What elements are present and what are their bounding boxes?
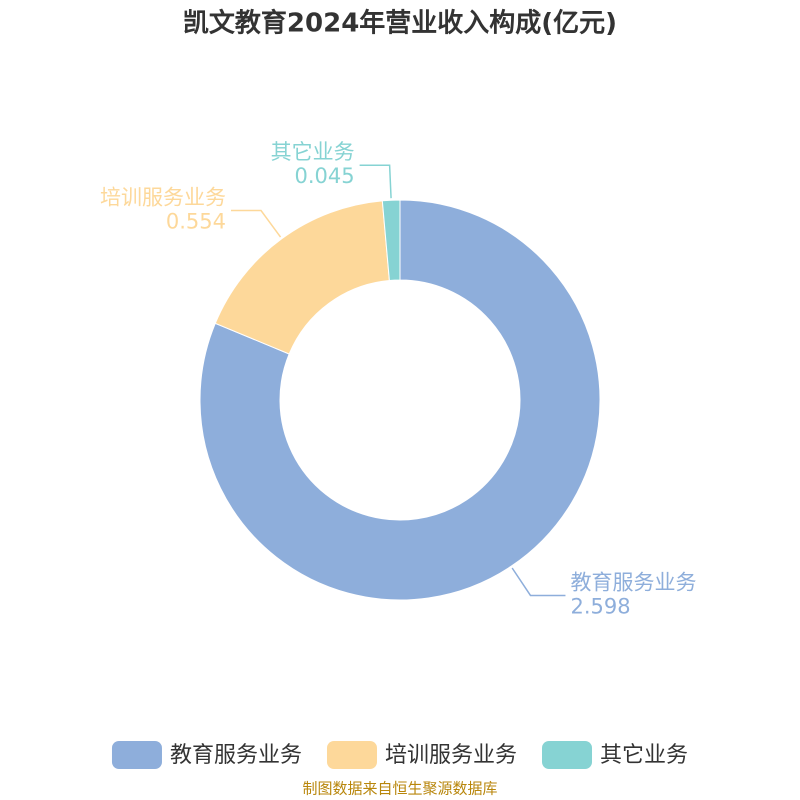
slice-label: 培训服务业务: [100, 186, 226, 210]
donut-slice: [214, 200, 390, 355]
legend-label: 教育服务业务: [170, 743, 302, 768]
donut-slice: [381, 199, 401, 282]
legend-label: 培训服务业务: [385, 743, 517, 768]
chart-title: 凯文教育2024年营业收入构成(亿元): [183, 8, 617, 39]
legend-label: 其它业务: [600, 743, 688, 768]
legend-swatch: [111, 741, 162, 769]
leader-line: [511, 567, 566, 597]
source-note: 制图数据来自恒生聚源数据库: [302, 780, 497, 798]
legend-swatch: [326, 741, 377, 769]
leader-line: [359, 164, 392, 199]
slice-label: 教育服务业务: [570, 570, 696, 594]
slice-value: 2.598: [570, 594, 630, 618]
legend-swatch: [542, 741, 593, 769]
slice-label: 其它业务: [271, 140, 355, 164]
leader-line: [231, 209, 282, 238]
donut-slice: [199, 199, 601, 601]
slice-value: 0.554: [166, 210, 226, 234]
slice-value: 0.045: [294, 164, 354, 188]
